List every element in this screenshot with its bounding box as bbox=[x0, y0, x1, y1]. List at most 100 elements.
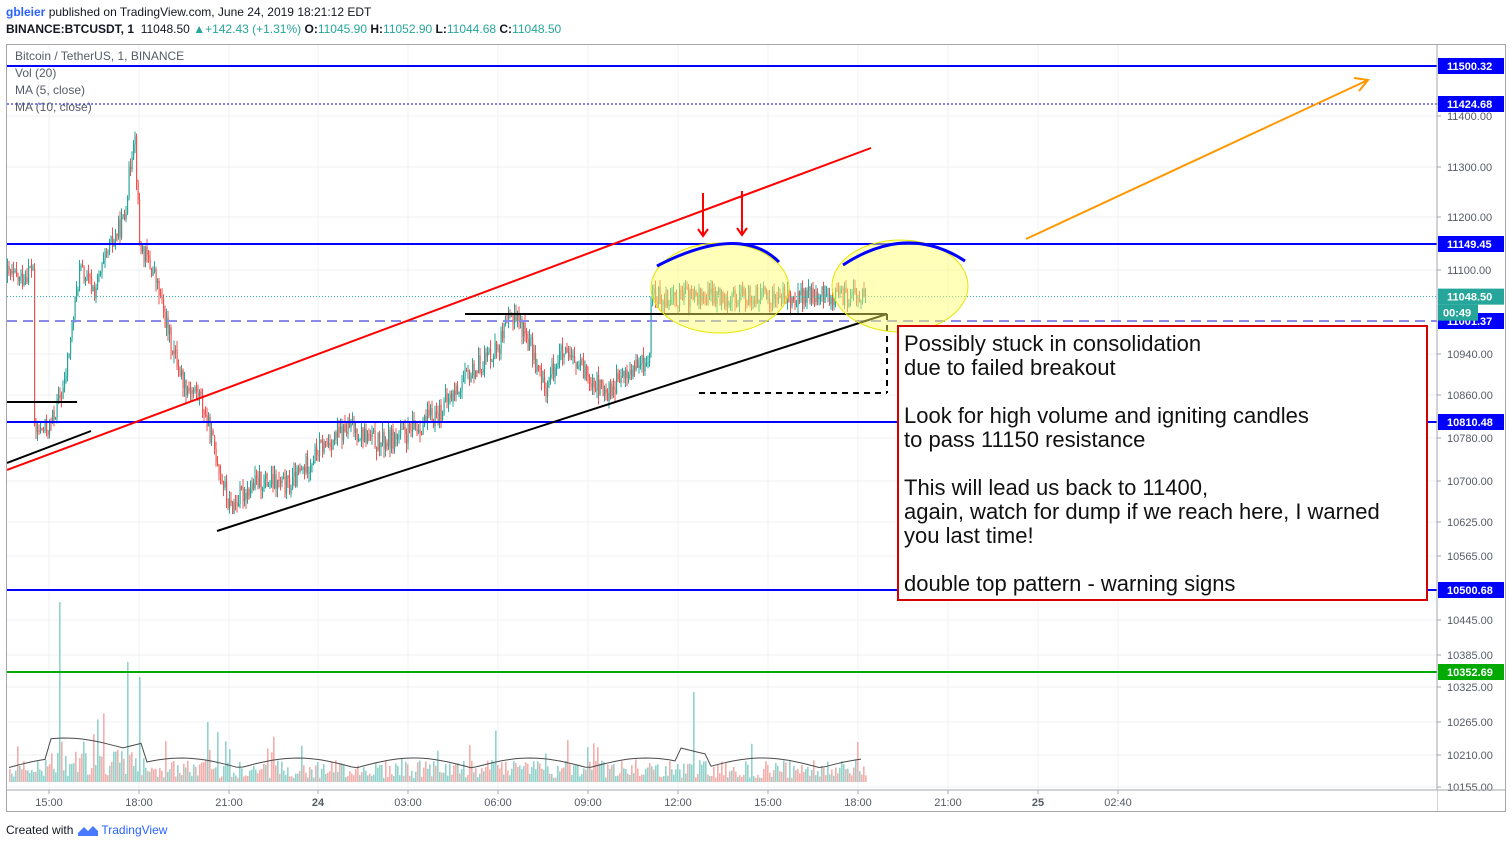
volume-bar bbox=[705, 761, 707, 782]
volume-bar bbox=[851, 775, 853, 782]
candle-body bbox=[517, 313, 519, 322]
candle-body bbox=[125, 213, 127, 220]
candle-body bbox=[824, 294, 826, 303]
last-price: 11048.50 bbox=[140, 22, 190, 36]
candle-body bbox=[616, 373, 618, 395]
candle-body bbox=[371, 431, 373, 437]
candle-body bbox=[226, 481, 228, 499]
candle-body bbox=[803, 290, 805, 304]
volume-bar bbox=[597, 747, 599, 782]
candle-body bbox=[847, 291, 849, 307]
volume-ma-5 bbox=[8, 737, 862, 769]
candle-body bbox=[757, 287, 759, 303]
candle-body bbox=[545, 388, 547, 397]
volume-bar bbox=[719, 773, 721, 782]
candle-body bbox=[734, 289, 736, 303]
volume-bar bbox=[441, 772, 443, 782]
volume-bar bbox=[265, 764, 267, 782]
candle-body bbox=[505, 320, 507, 324]
candle-body bbox=[217, 462, 219, 467]
candle-body bbox=[767, 299, 769, 301]
time-tick-label-0: 15:00 bbox=[35, 797, 63, 809]
candle-body bbox=[44, 419, 46, 431]
candle-body bbox=[832, 297, 834, 306]
candle-body bbox=[134, 136, 136, 145]
volume-bar bbox=[619, 773, 621, 782]
volume-bar bbox=[377, 767, 379, 782]
candle-body bbox=[184, 380, 186, 389]
candle-body bbox=[434, 411, 436, 427]
price-axis: 11400.00 11300.00 11200.00 11100.00 10940.00… bbox=[1436, 45, 1505, 811]
volume-bar bbox=[311, 769, 313, 782]
level-badge-11149.45: 11149.45 bbox=[1438, 236, 1504, 252]
volume-bar bbox=[407, 764, 409, 782]
candle-body bbox=[716, 292, 718, 304]
candle-body bbox=[608, 383, 610, 401]
candle-body bbox=[343, 424, 345, 441]
candle-body bbox=[406, 434, 408, 444]
candle-body bbox=[818, 296, 820, 300]
volume-bar bbox=[39, 769, 41, 782]
level-badge-10352.69: 10352.69 bbox=[1438, 664, 1504, 680]
candle-body bbox=[427, 409, 429, 422]
chart-area[interactable]: Possibly stuck in consolidation due to fa… bbox=[6, 44, 1506, 812]
volume-bar bbox=[703, 761, 705, 782]
candle-body bbox=[173, 349, 175, 355]
price-tick-label-2: 11200.00 bbox=[1447, 212, 1492, 224]
candle-body bbox=[631, 369, 633, 377]
candle-body bbox=[310, 464, 312, 472]
candle-body bbox=[743, 290, 745, 296]
volume-bar bbox=[691, 764, 693, 782]
candle-body bbox=[808, 286, 810, 291]
candle-body bbox=[137, 181, 139, 200]
candle-body bbox=[635, 359, 637, 370]
volume-bar bbox=[587, 747, 589, 782]
candle-body bbox=[538, 365, 540, 368]
price-candles bbox=[7, 131, 867, 515]
volume-bar bbox=[585, 769, 587, 782]
candle-body bbox=[170, 327, 172, 352]
volume-bar bbox=[515, 763, 517, 782]
candle-body bbox=[29, 266, 31, 268]
volume-bar bbox=[395, 763, 397, 782]
volume-bar bbox=[419, 760, 421, 782]
candle-body bbox=[848, 303, 850, 307]
candle-body bbox=[646, 363, 648, 365]
volume-bar bbox=[545, 753, 547, 782]
candle-body bbox=[175, 349, 177, 351]
candle-body bbox=[95, 287, 97, 298]
volume-bar bbox=[277, 760, 279, 782]
volume-bar bbox=[697, 774, 699, 782]
symbol-name: BINANCE:BTCUSDT, 1 bbox=[6, 22, 135, 36]
volume-bar bbox=[713, 767, 715, 782]
volume-bar bbox=[431, 776, 433, 782]
candle-body bbox=[602, 382, 604, 396]
candle-body bbox=[197, 392, 199, 397]
candle-body bbox=[107, 251, 109, 253]
candle-body bbox=[680, 290, 682, 292]
candle-body bbox=[58, 394, 60, 399]
author-name[interactable]: gbleier bbox=[6, 5, 46, 19]
volume-bar bbox=[811, 769, 813, 782]
volume-bar bbox=[29, 772, 31, 782]
candle-body bbox=[479, 355, 481, 372]
candle-body bbox=[323, 441, 325, 453]
volume-bar bbox=[313, 777, 315, 782]
candle-body bbox=[17, 275, 19, 281]
volume-bar bbox=[427, 768, 429, 782]
candle-body bbox=[314, 446, 316, 461]
volume-bar bbox=[41, 770, 43, 782]
candle-body bbox=[407, 423, 409, 444]
volume-bar bbox=[853, 767, 855, 782]
annotation-line-6: This will lead us back to 11400, bbox=[904, 475, 1208, 500]
volume-bar bbox=[361, 772, 363, 782]
tradingview-brand[interactable]: TradingView bbox=[101, 823, 168, 837]
volume-bar bbox=[329, 771, 331, 782]
candle-body bbox=[839, 289, 841, 295]
volume-bar bbox=[415, 771, 417, 782]
candle-body bbox=[730, 302, 732, 304]
candle-body bbox=[695, 291, 697, 296]
volume-bar bbox=[523, 766, 525, 782]
candle-body bbox=[575, 362, 577, 369]
